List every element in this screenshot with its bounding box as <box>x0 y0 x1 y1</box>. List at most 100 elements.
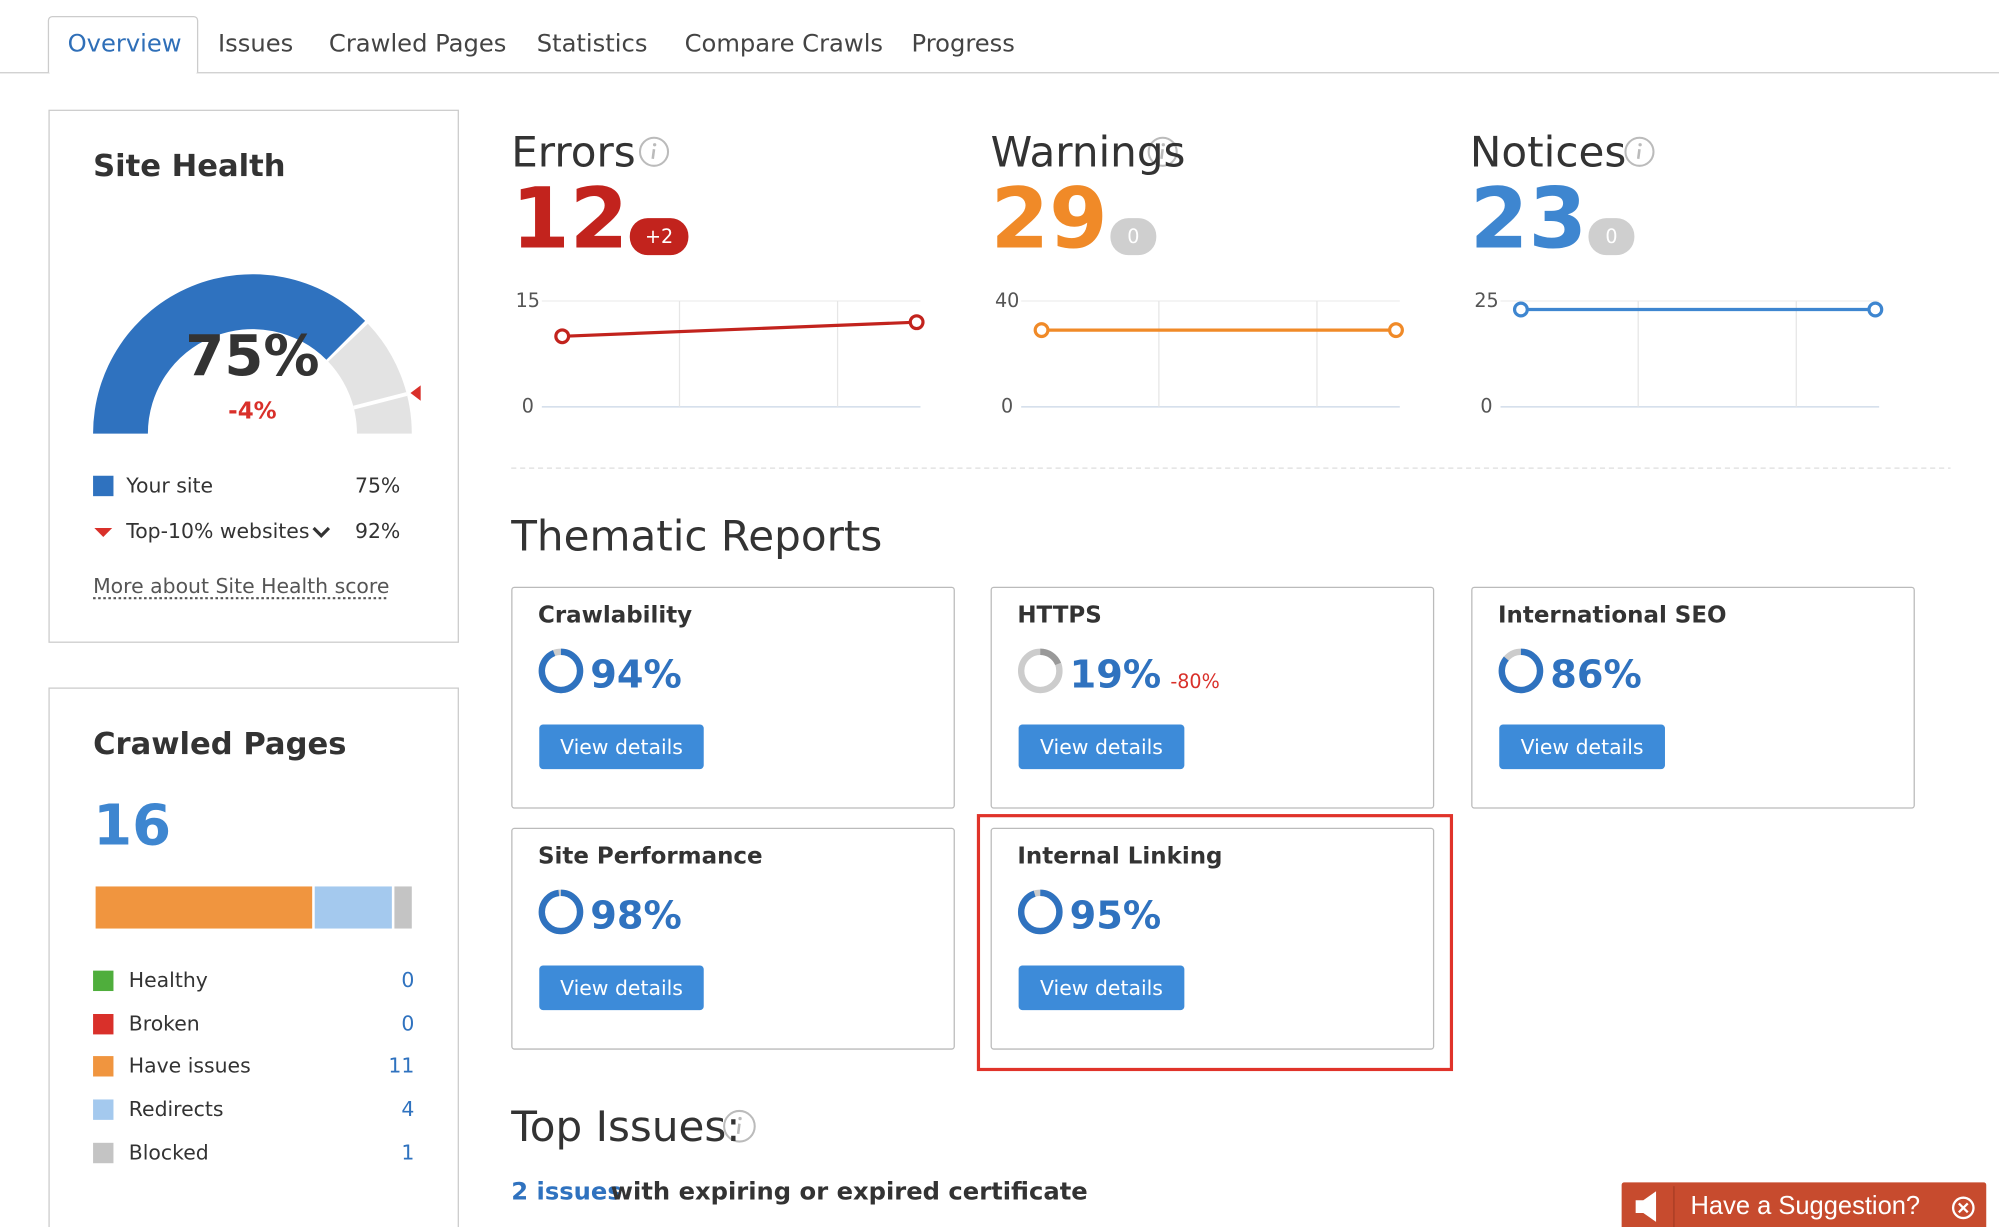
section-title: Top Issues: <box>511 1101 741 1152</box>
info-icon-stem <box>1636 149 1641 159</box>
donut-score <box>1017 889 1063 935</box>
legend-count[interactable]: 1 <box>401 1140 415 1165</box>
crawled-pages-card <box>48 687 459 1227</box>
view-details-button[interactable]: View details <box>1018 724 1185 770</box>
donut-score <box>538 889 584 935</box>
report-score: 94% <box>590 653 682 698</box>
suggestion-box <box>1621 1182 1987 1227</box>
delta-badge <box>629 218 689 256</box>
delta-badge-text: 0 <box>1605 225 1618 249</box>
legend-swatch <box>93 1013 114 1035</box>
legend-label: Blocked <box>128 1140 209 1165</box>
crawled-bar-segment <box>314 886 392 929</box>
legend-swatch <box>93 1099 114 1120</box>
y-tick-label: 0 <box>521 394 534 418</box>
info-icon-dot <box>738 1116 742 1121</box>
report-name: Site Performance <box>537 843 763 870</box>
info-icon <box>1147 136 1178 167</box>
summary-count[interactable]: 23 <box>1469 169 1588 268</box>
legend-value: 75% <box>354 473 401 498</box>
delta-badge-text: 0 <box>1127 225 1140 249</box>
tab[interactable]: Compare Crawls <box>684 29 884 59</box>
issue-text: with expiring or expired certificate <box>610 1177 1088 1206</box>
report-delta: -80% <box>1170 670 1220 694</box>
info-icon-stem <box>651 149 656 159</box>
summary-count[interactable]: 12 <box>511 169 629 268</box>
gauge-value: 75% <box>185 323 320 390</box>
report-name: International SEO <box>1497 602 1727 629</box>
info-link[interactable]: More about Site Health score <box>93 573 390 599</box>
view-details-button[interactable]: View details <box>539 965 704 1011</box>
suggestion-text[interactable]: Have a Suggestion? <box>1690 1192 1921 1221</box>
active-tab <box>47 15 199 73</box>
legend-swatch <box>93 1056 114 1077</box>
highlight-box <box>976 814 1454 1072</box>
issue-link[interactable]: 2 issues <box>511 1177 622 1206</box>
info-icon-dot <box>1638 143 1642 147</box>
summary-label: Errors <box>511 126 636 177</box>
trend-line <box>562 320 917 338</box>
info-icon-stem <box>329 740 333 745</box>
legend-swatch <box>93 475 114 497</box>
legend-count[interactable]: 0 <box>401 1011 415 1036</box>
y-tick-label: 0 <box>1480 394 1493 418</box>
megaphone-icon <box>1635 1191 1657 1222</box>
legend-label: Redirects <box>128 1096 224 1122</box>
legend-label: Broken <box>128 1011 200 1036</box>
legend-count[interactable]: 4 <box>401 1096 415 1122</box>
legend-swatch <box>93 970 114 992</box>
gauge-benchmark-line <box>353 392 408 410</box>
y-tick-label: 0 <box>1001 394 1014 418</box>
info-icon-stem <box>736 1123 741 1135</box>
card-title: Crawled Pages <box>93 725 347 762</box>
legend-triangle <box>94 528 113 537</box>
summary-label: Warnings <box>990 126 1186 177</box>
donut-score <box>1017 648 1063 694</box>
legend-value: 92% <box>354 519 401 544</box>
view-details-button[interactable]: View details <box>539 724 704 770</box>
legend-label: Healthy <box>128 968 208 993</box>
gauge-rest <box>328 323 412 434</box>
trend-point <box>1867 301 1884 318</box>
view-details-button[interactable]: View details <box>1499 724 1665 770</box>
report-score: 19% <box>1069 653 1162 698</box>
gauge-score <box>93 274 366 434</box>
y-tick-label: 40 <box>994 288 1020 312</box>
close-icon <box>1951 1196 1975 1220</box>
info-icon-stem <box>1160 149 1164 159</box>
dropdown-chevron <box>312 526 331 538</box>
trend-point <box>1033 322 1050 339</box>
legend-count[interactable]: 11 <box>388 1053 415 1078</box>
info-icon <box>1624 136 1655 167</box>
trend-point <box>1388 322 1404 339</box>
report-name: Internal Linking <box>1017 843 1223 870</box>
summary-count[interactable]: 29 <box>990 169 1108 268</box>
crawled-bar-segment <box>95 886 313 929</box>
report-score: 95% <box>1069 894 1162 939</box>
trend-point <box>908 314 925 331</box>
summary-label: Notices <box>1469 126 1627 177</box>
y-tick-label: 25 <box>1474 288 1499 312</box>
gauge-benchmark <box>410 385 421 401</box>
info-icon <box>723 1109 756 1143</box>
report-name: Crawlability <box>537 602 693 629</box>
tab[interactable]: Crawled Pages <box>328 29 507 59</box>
view-details-button[interactable]: View details <box>1018 965 1185 1011</box>
legend-label[interactable]: Top-10% websites <box>126 519 310 544</box>
info-icon-dot <box>330 741 334 746</box>
legend-count[interactable]: 0 <box>401 968 415 993</box>
crawled-total[interactable]: 16 <box>93 793 172 859</box>
legend-label: Have issues <box>128 1053 251 1078</box>
legend-swatch <box>93 1142 114 1164</box>
gauge-change: -4% <box>228 397 277 425</box>
crawled-bar-segment <box>394 886 412 929</box>
tab[interactable]: Overview <box>67 29 182 59</box>
trend-point <box>554 328 571 345</box>
tab[interactable]: Progress <box>911 29 1015 59</box>
report-name: HTTPS <box>1017 602 1102 629</box>
close-x <box>1958 1202 1969 1214</box>
tab[interactable]: Issues <box>218 29 294 59</box>
tab[interactable]: Statistics <box>536 29 648 59</box>
info-icon <box>638 136 670 167</box>
